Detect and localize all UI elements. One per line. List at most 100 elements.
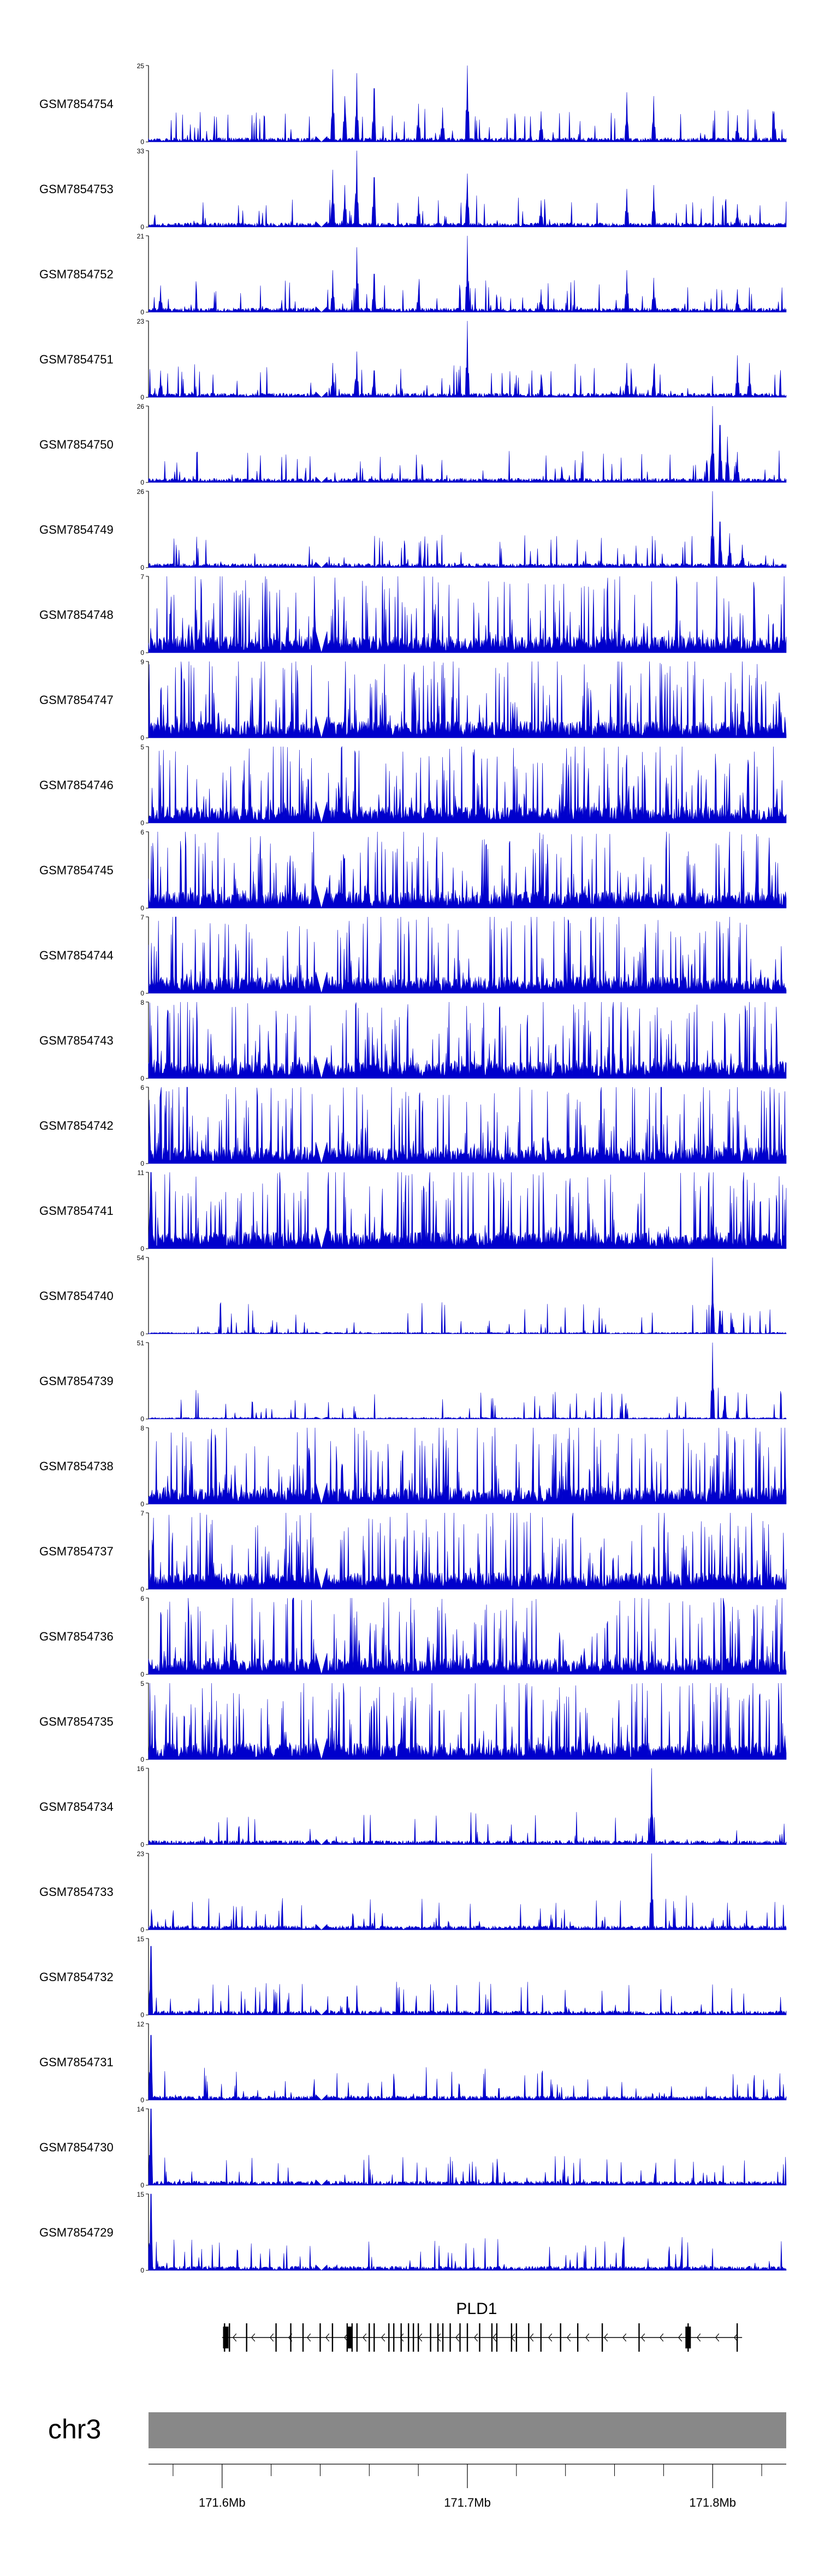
- coverage-track: GSM7854733 23 0: [39, 1850, 787, 1934]
- coverage-track: GSM7854753 33 0: [39, 147, 787, 231]
- gene-exon: [437, 2323, 439, 2352]
- strand-chevron: [381, 2333, 385, 2342]
- coverage-area: [148, 1946, 787, 2016]
- coverage-area: [148, 150, 787, 228]
- y-zero-label: 0: [140, 2096, 144, 2104]
- y-max-label: 5: [140, 743, 144, 751]
- y-max-label: 11: [138, 1169, 145, 1177]
- strand-chevron: [325, 2333, 330, 2342]
- coverage-area: [148, 746, 787, 824]
- track-label: GSM7854753: [39, 182, 114, 196]
- coverage-track: GSM7854754 25 0: [39, 62, 787, 146]
- track-label: GSM7854747: [39, 693, 114, 707]
- track-label: GSM7854731: [39, 2055, 114, 2069]
- y-zero-label: 0: [140, 308, 144, 316]
- coverage-area: [148, 2108, 787, 2186]
- coverage-area: [148, 491, 787, 568]
- gene-exon: [290, 2323, 292, 2352]
- gene-exon: [229, 2323, 230, 2352]
- coverage-area: [148, 916, 787, 994]
- gene-exon: [577, 2323, 579, 2352]
- coverage-area: [148, 1597, 787, 1675]
- gene-exon: [302, 2323, 304, 2352]
- gene-exon: [388, 2323, 390, 2352]
- strand-chevron: [436, 2333, 441, 2342]
- coverage-track: GSM7854734 16 0: [39, 1765, 787, 1848]
- strand-chevron: [232, 2333, 237, 2342]
- coverage-track: GSM7854729 15 0: [39, 2191, 787, 2274]
- track-label: GSM7854750: [39, 438, 114, 451]
- gene-exon: [275, 2323, 277, 2352]
- gene-exon: [638, 2323, 640, 2352]
- y-zero-label: 0: [140, 1500, 144, 1508]
- coverage-area: [148, 2035, 787, 2101]
- y-max-label: 6: [140, 1084, 144, 1092]
- y-max-label: 25: [137, 62, 145, 70]
- track-label: GSM7854733: [39, 1885, 114, 1899]
- gene-exon: [601, 2323, 603, 2352]
- gene-track: PLD1: [222, 2300, 743, 2352]
- coverage-track: GSM7854737 7 0: [39, 1510, 787, 1593]
- track-label: GSM7854735: [39, 1715, 114, 1728]
- y-zero-label: 0: [140, 649, 144, 657]
- y-max-label: 51: [137, 1339, 145, 1347]
- y-max-label: 7: [140, 914, 144, 921]
- track-label: GSM7854741: [39, 1204, 114, 1218]
- gene-exon: [479, 2323, 480, 2352]
- strand-chevron: [733, 2333, 738, 2342]
- coverage-tracks: GSM7854754250GSM7854753330GSM7854752210G…: [39, 62, 787, 2274]
- y-max-label: 23: [137, 1850, 145, 1858]
- coverage-track: GSM7854740 54 0: [39, 1254, 787, 1338]
- y-zero-label: 0: [140, 393, 144, 401]
- y-zero-label: 0: [140, 1075, 144, 1082]
- y-zero-label: 0: [140, 564, 144, 571]
- coverage-track: GSM7854746 5 0: [39, 743, 787, 827]
- y-zero-label: 0: [140, 2011, 144, 2019]
- gene-exon-thick: [347, 2327, 353, 2348]
- gene-exon: [466, 2323, 468, 2352]
- y-max-label: 54: [137, 1254, 145, 1262]
- chromosome-track: chr3: [48, 2412, 786, 2448]
- y-zero-label: 0: [140, 223, 144, 231]
- coverage-area: [148, 65, 787, 142]
- y-zero-label: 0: [140, 1330, 144, 1338]
- coverage-area: [148, 406, 787, 483]
- track-label: GSM7854736: [39, 1630, 114, 1643]
- gene-exon: [496, 2323, 498, 2352]
- chromosome-label: chr3: [48, 2414, 101, 2444]
- track-label: GSM7854752: [39, 267, 114, 281]
- gene-exon: [459, 2323, 461, 2352]
- gene-exon: [412, 2323, 414, 2352]
- coverage-area: [148, 235, 787, 313]
- y-zero-label: 0: [140, 479, 144, 486]
- coverage-area: [148, 1172, 787, 1249]
- track-label: GSM7854737: [39, 1545, 114, 1558]
- strand-chevron: [473, 2333, 478, 2342]
- coverage-area: [148, 576, 787, 653]
- strand-chevron: [715, 2333, 720, 2342]
- gene-exon: [442, 2323, 444, 2352]
- gene-exon-thick: [223, 2327, 229, 2348]
- coverage-track: GSM7854752 21 0: [39, 232, 787, 316]
- coverage-area: [148, 1512, 787, 1590]
- y-zero-label: 0: [140, 1585, 144, 1593]
- track-label: GSM7854742: [39, 1119, 114, 1132]
- track-label: GSM7854746: [39, 778, 114, 792]
- strand-chevron: [622, 2333, 627, 2342]
- coverage-area: [148, 2193, 787, 2271]
- coverage-track: GSM7854741 11 0: [39, 1169, 787, 1253]
- coverage-area: [148, 1257, 787, 1334]
- strand-chevron: [548, 2333, 553, 2342]
- track-label: GSM7854751: [39, 353, 114, 366]
- gene-exon: [540, 2323, 542, 2352]
- y-max-label: 21: [137, 232, 145, 240]
- x-tick-label: 171.6Mb: [199, 2496, 246, 2509]
- y-max-label: 26: [137, 403, 145, 410]
- gene-exon: [515, 2323, 518, 2352]
- strand-chevron: [362, 2333, 367, 2342]
- gene-exon: [417, 2323, 419, 2352]
- y-zero-label: 0: [140, 138, 144, 146]
- gene-exon: [449, 2323, 451, 2352]
- y-max-label: 14: [137, 2106, 145, 2113]
- track-label: GSM7854740: [39, 1289, 114, 1303]
